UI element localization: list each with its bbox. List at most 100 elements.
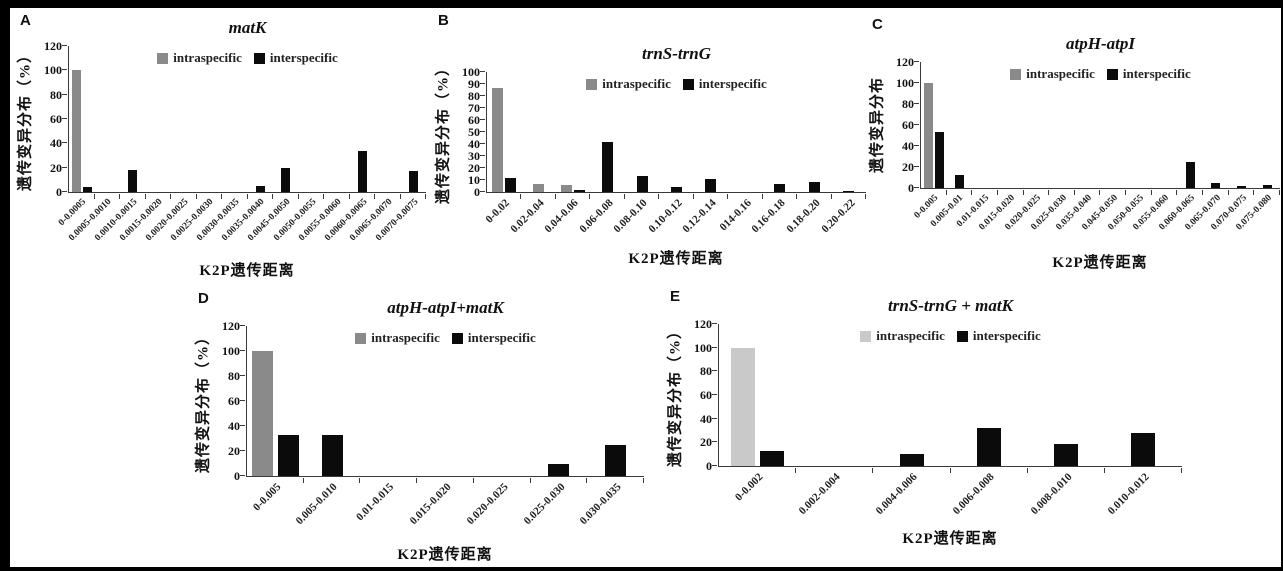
x-axis-title: K2P遗传距离 (397, 547, 493, 563)
bar-interspecific (1185, 161, 1195, 188)
bar-interspecific (505, 178, 517, 192)
y-tick-label: 0 (474, 185, 480, 199)
bar-group (796, 324, 874, 473)
y-tick-mark (712, 370, 717, 372)
bar-group (1229, 62, 1255, 195)
y-tick-mark (914, 166, 919, 167)
y-tick-label: 20 (468, 161, 480, 175)
y-tick-label: 60 (700, 388, 712, 402)
legend-item-interspecific: interspecific (253, 50, 338, 66)
legend-label: intraspecific (173, 50, 242, 65)
y-tick-mark (240, 325, 245, 326)
bar-group (375, 46, 401, 199)
bar-interspecific (82, 187, 92, 192)
x-axis-labels: 0-0.002 0.002-0.004 0.004-0.006 0.006-0.008… (718, 467, 1182, 525)
x-axis-labels: 0-0.005 0.005-0.010 0.01-0.015 0.015-0.020 0… (246, 477, 644, 541)
y-tick-mark (240, 400, 245, 401)
bar-intraspecific (533, 183, 545, 192)
y-tick-mark (914, 145, 919, 146)
y-tick-mark (62, 191, 67, 192)
y-tick-mark (240, 350, 245, 351)
legend: intraspecific interspecific (921, 66, 1280, 82)
bar-group (556, 72, 591, 199)
y-axis-title: 遗传变异分布（%） (664, 322, 684, 468)
legend-label: intraspecific (876, 328, 945, 343)
legend: intraspecific interspecific (719, 328, 1182, 344)
x-axis-labels: 0-0.0005 0.0005-0.0010 0.0010-0.0015 0.0015… (57, 193, 427, 257)
bar-group (299, 46, 325, 199)
bar-interspecific (277, 434, 299, 476)
y-tick-mark (240, 450, 245, 451)
chart-title: trnS-trnG (642, 44, 711, 63)
bar-interspecific (774, 183, 786, 192)
panel-matk: A 遗传变异分布（%） 0 20 40 60 80 100 120 matK intrasp… (14, 12, 426, 280)
plot-column: atpH-atpI intraspecific interspecific 0-0… (912, 34, 1280, 272)
x-axis-title: K2P遗传距离 (902, 531, 998, 547)
legend-swatch-interspecific (1106, 68, 1118, 80)
y-axis-title-text: 遗传变异分布（%） (667, 322, 684, 468)
y-tick-label: 90 (468, 77, 480, 91)
x-tick-label: 0-0.002 (732, 471, 766, 504)
y-axis: 0 20 40 60 80 100 120 (212, 320, 246, 482)
y-tick-mark (914, 103, 919, 104)
y-tick-label: 100 (896, 76, 914, 90)
bar-group (728, 72, 764, 199)
y-tick-mark (712, 346, 717, 348)
bar-interspecific (281, 167, 291, 192)
x-axis-title: K2P遗传距离 (628, 251, 724, 267)
bar-group (797, 72, 832, 199)
plot-column: trnS-trnG + matK intraspecific interspeci… (712, 296, 1183, 548)
bar-group (417, 326, 474, 483)
bar-interspecific (357, 150, 367, 192)
bar-interspecific (548, 463, 570, 476)
y-tick-mark (480, 191, 485, 192)
bar-group (694, 72, 729, 199)
bar-group (1100, 62, 1126, 195)
legend: intraspecific interspecific (487, 76, 866, 92)
x-tick-cell: 0-0.005 (246, 477, 303, 541)
panel-letter: B (438, 12, 449, 29)
legend-item-interspecific: interspecific (1106, 66, 1191, 82)
plot-area: atpH-atpI intraspecific interspecific (914, 34, 1280, 195)
y-axis-title-text: 遗传变异分布 (869, 76, 886, 174)
bar-intraspecific (71, 70, 81, 192)
bar-interspecific (408, 171, 418, 192)
panel-letter: E (670, 288, 681, 305)
y-tick-mark (480, 107, 485, 108)
y-tick-label: 20 (228, 444, 240, 458)
y-tick-mark (712, 394, 717, 395)
x-tick-cell: 0.01-0.015 (354, 477, 417, 541)
bar-intraspecific (923, 83, 933, 188)
y-tick-label: 120 (694, 317, 712, 331)
y-tick-label: 120 (44, 39, 62, 53)
bar-group (951, 324, 1028, 473)
legend-swatch-intraspecific (355, 332, 367, 344)
x-tick-cell: 0.0070-0.0075 (374, 193, 427, 257)
y-tick-label: 80 (700, 364, 712, 379)
panel-atph-atpi-matk: D 遗传变异分布（%） 0 20 40 60 80 100 120 atpH-atpI+ma… (192, 290, 644, 564)
bar-group (921, 62, 947, 195)
bar-interspecific (602, 142, 614, 192)
bar-interspecific (1054, 443, 1079, 466)
y-tick-label: 0 (908, 181, 914, 195)
y-tick-label: 100 (462, 65, 480, 79)
panel-letter: D (198, 290, 209, 307)
legend-swatch-intraspecific (1010, 68, 1022, 80)
y-tick-label: 0 (706, 459, 712, 473)
bar-group (521, 72, 557, 199)
bar-group (95, 46, 121, 199)
legend-item-interspecific: interspecific (682, 76, 767, 92)
legend-swatch-interspecific (451, 332, 463, 344)
bar-group (832, 72, 867, 199)
y-tick-mark (712, 465, 717, 466)
bar-intraspecific (251, 351, 273, 476)
x-axis-labels: 0-0.005 0.005-0.01 0.01-0.015 0.015-0.020 0.… (912, 189, 1280, 249)
panel-trns-trng: B 遗传变异分布（%） 0 10 20 30 40 50 60 70 80 90 100 trnS-… (432, 12, 867, 268)
x-tick-label: 0.010-0.012 (1105, 471, 1152, 518)
y-tick-label: 120 (222, 319, 240, 333)
legend-label: intraspecific (1026, 66, 1095, 81)
legend-label: intraspecific (602, 76, 671, 91)
y-tick-label: 60 (50, 112, 62, 126)
y-tick-label: 120 (896, 55, 914, 69)
plot-area: trnS-trnG intraspecific interspecific (480, 44, 867, 199)
